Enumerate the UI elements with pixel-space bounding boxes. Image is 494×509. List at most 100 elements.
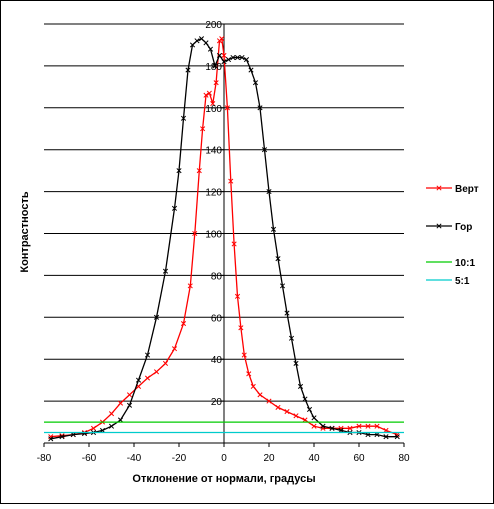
- data-point: [374, 432, 380, 438]
- data-point: [230, 54, 236, 61]
- data-point: [228, 178, 234, 184]
- x-tick-label: -80: [37, 453, 52, 464]
- data-point: [213, 80, 219, 86]
- x-tick-label: -60: [82, 453, 97, 464]
- data-point: [162, 360, 169, 366]
- data-point: [192, 230, 198, 237]
- data-point: [293, 360, 299, 366]
- y-tick-label: 60: [211, 313, 223, 324]
- legend-label: 5:1: [455, 276, 470, 287]
- data-point: [198, 36, 205, 42]
- x-tick-label: -20: [172, 453, 187, 464]
- data-point: [311, 423, 317, 429]
- legend: Верт Гор 10:1 5:1: [426, 184, 479, 287]
- data-point: [365, 423, 371, 429]
- data-point: [250, 383, 256, 389]
- legend-label: 10:1: [455, 258, 475, 269]
- data-point: [200, 126, 206, 132]
- data-point: [70, 432, 76, 438]
- data-point: [266, 189, 272, 195]
- data-point: [241, 352, 247, 358]
- data-point: [194, 38, 200, 44]
- data-point: [206, 90, 212, 96]
- data-point: [257, 105, 263, 111]
- x-tick-label: 20: [263, 453, 275, 464]
- data-point: [221, 52, 227, 58]
- data-point: [302, 417, 308, 423]
- data-point: [284, 310, 290, 316]
- data-point: [108, 411, 115, 417]
- data-point: [234, 54, 241, 61]
- data-point: [238, 325, 244, 331]
- data-point: [185, 67, 191, 73]
- x-axis-label: Отклонение от нормали, градусы: [132, 473, 315, 485]
- data-point: [347, 425, 353, 431]
- data-point: [224, 105, 230, 111]
- data-point: [293, 413, 299, 419]
- data-point: [275, 404, 281, 410]
- data-point: [135, 377, 142, 383]
- data-point: [203, 40, 209, 46]
- data-point: [231, 241, 237, 247]
- data-point: [153, 369, 160, 375]
- data-point: [320, 423, 326, 429]
- data-point: [261, 147, 268, 153]
- y-tick-label: 20: [211, 397, 223, 408]
- data-point: [225, 57, 232, 63]
- data-point: [216, 52, 223, 58]
- x-tick-label: 0: [221, 453, 227, 464]
- y-axis-label: Контрастность: [19, 191, 31, 273]
- data-point: [302, 396, 308, 402]
- data-point: [365, 432, 371, 438]
- data-point: [306, 406, 313, 413]
- legend-label: Верт: [455, 184, 479, 195]
- x-tick-label: 80: [398, 453, 410, 464]
- x-tick-label: 40: [308, 453, 320, 464]
- legend-marker: [436, 223, 442, 229]
- data-point: [284, 409, 290, 415]
- data-point: [329, 425, 335, 431]
- data-point: [394, 434, 400, 440]
- data-point: [246, 371, 252, 377]
- data-point: [266, 398, 272, 404]
- data-point: [144, 352, 151, 358]
- x-tick-label: -40: [127, 453, 142, 464]
- data-point: [275, 256, 281, 262]
- legend-marker: [436, 185, 442, 191]
- y-tick-label: 120: [205, 188, 222, 199]
- y-tick-label: 180: [205, 62, 222, 73]
- data-point: [171, 205, 178, 211]
- data-point: [221, 59, 227, 65]
- data-point: [239, 54, 245, 61]
- data-point: [257, 392, 263, 398]
- data-point: [180, 321, 187, 327]
- legend-label: Гор: [455, 222, 472, 233]
- data-point: [203, 92, 209, 98]
- data-point: [59, 434, 65, 440]
- data-point: [144, 375, 151, 381]
- tick-labels: -80 -60 -40 -20 0 20 40 60 80 20 40 60 80 100 120 140 16…: [37, 20, 410, 464]
- data-point: [126, 402, 133, 408]
- data-point: [48, 436, 54, 442]
- data-point: [374, 423, 380, 429]
- data-point: [180, 115, 187, 121]
- data-point: [187, 283, 193, 289]
- y-tick-label: 140: [205, 146, 222, 157]
- data-point: [356, 423, 362, 429]
- data-point: [297, 383, 304, 389]
- y-tick-label: 100: [205, 230, 222, 241]
- data-point: [212, 63, 218, 69]
- data-point: [126, 392, 133, 398]
- data-point: [270, 226, 277, 232]
- data-point: [207, 46, 214, 52]
- data-point: [288, 335, 295, 341]
- data-point: [234, 293, 241, 299]
- x-tick-label: 60: [353, 453, 365, 464]
- data-point: [243, 57, 250, 63]
- data-point: [117, 417, 124, 423]
- data-point: [248, 67, 254, 73]
- data-point: [189, 42, 196, 48]
